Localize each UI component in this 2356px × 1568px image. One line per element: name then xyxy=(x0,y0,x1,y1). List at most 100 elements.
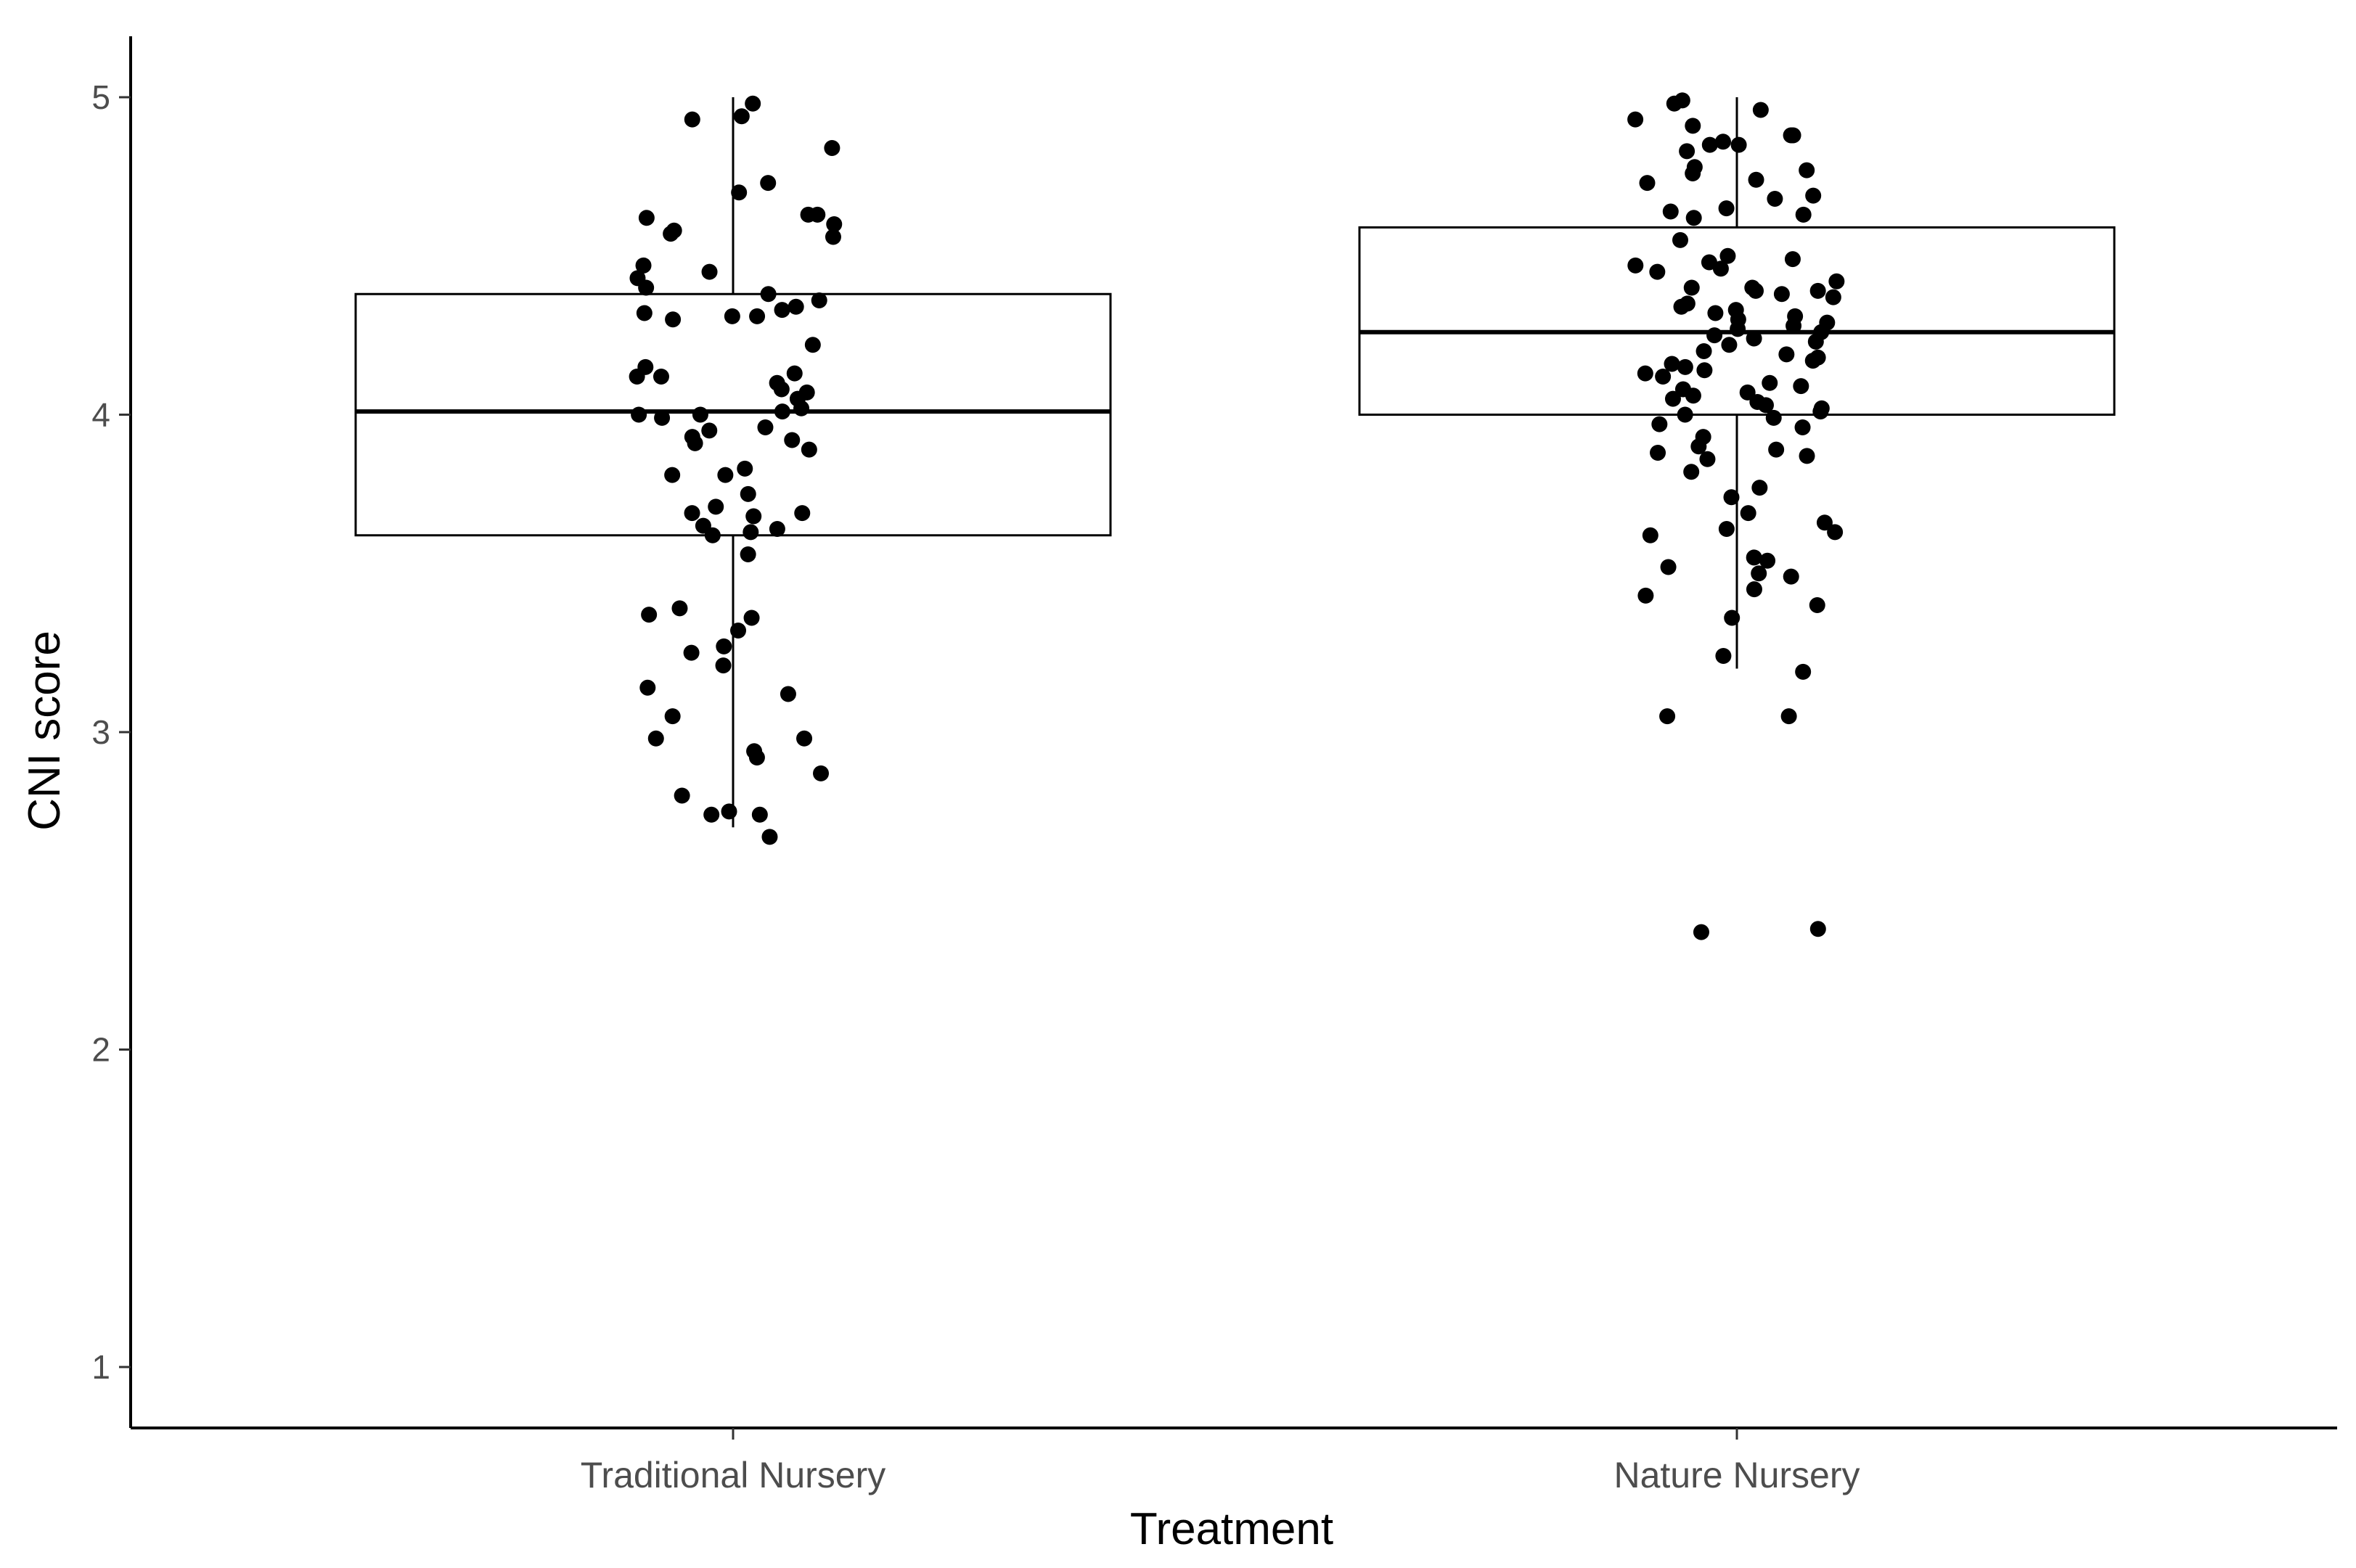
x-axis-title: Treatment xyxy=(1130,1504,1333,1554)
data-point xyxy=(1780,708,1797,725)
data-point xyxy=(824,140,840,156)
data-point xyxy=(1768,441,1785,458)
data-point xyxy=(1812,403,1829,420)
data-point xyxy=(638,279,655,296)
data-point xyxy=(674,787,690,804)
data-point xyxy=(1748,171,1764,188)
data-point xyxy=(1639,175,1656,192)
data-point xyxy=(1751,480,1768,496)
data-point xyxy=(760,286,777,303)
data-point xyxy=(1719,247,1736,264)
data-point xyxy=(761,829,778,845)
data-point xyxy=(1784,251,1801,268)
data-point xyxy=(1783,127,1799,144)
points-group xyxy=(1627,92,1845,940)
data-point xyxy=(1650,445,1666,461)
data-point xyxy=(774,302,790,319)
data-point xyxy=(1809,921,1826,937)
data-point xyxy=(733,108,750,125)
data-point xyxy=(638,210,655,226)
y-tick-label: 1 xyxy=(91,1348,110,1386)
data-point xyxy=(1730,321,1746,337)
data-point xyxy=(1660,559,1677,575)
y-tick-label: 4 xyxy=(91,396,110,434)
data-point xyxy=(1683,464,1700,480)
data-point xyxy=(684,505,700,522)
data-point xyxy=(1718,200,1735,217)
data-point xyxy=(760,175,777,192)
data-point xyxy=(1701,136,1718,153)
data-point xyxy=(1793,378,1809,395)
data-point xyxy=(1718,521,1735,537)
data-point xyxy=(708,498,724,515)
data-point xyxy=(704,527,721,543)
data-point xyxy=(804,337,821,353)
data-point xyxy=(1759,552,1776,569)
data-point xyxy=(1827,524,1844,541)
data-point xyxy=(703,806,720,823)
data-point xyxy=(1816,514,1833,531)
data-point xyxy=(743,524,759,541)
data-point xyxy=(1746,549,1762,566)
data-point xyxy=(786,365,803,382)
data-point xyxy=(1740,505,1756,522)
data-point xyxy=(1672,231,1688,248)
data-point xyxy=(740,485,756,502)
data-point xyxy=(1795,206,1812,223)
data-point xyxy=(721,803,737,820)
data-point xyxy=(1664,390,1681,407)
data-point xyxy=(1809,282,1826,299)
data-point xyxy=(1637,587,1654,604)
data-point xyxy=(1649,263,1666,280)
data-point xyxy=(1706,327,1723,344)
data-point xyxy=(635,257,652,274)
data-point xyxy=(1794,419,1811,435)
data-point xyxy=(1677,358,1693,375)
data-point xyxy=(1712,260,1729,277)
data-point xyxy=(1746,330,1762,347)
data-point xyxy=(1809,597,1825,613)
data-point xyxy=(663,226,679,242)
data-point xyxy=(1730,136,1747,153)
y-axis-title: CNI score xyxy=(20,631,70,831)
data-point xyxy=(1707,305,1724,321)
data-point xyxy=(773,381,790,398)
box-group xyxy=(354,97,1112,828)
data-point xyxy=(780,686,796,702)
data-point xyxy=(745,95,761,112)
data-point xyxy=(1828,273,1845,290)
data-point xyxy=(1767,191,1783,207)
y-tick-label: 3 xyxy=(91,713,110,751)
data-point xyxy=(1679,143,1696,160)
data-point xyxy=(794,505,811,522)
data-point xyxy=(1627,257,1644,274)
data-point xyxy=(784,432,801,448)
data-point xyxy=(796,730,813,747)
data-point xyxy=(1685,210,1702,226)
data-point xyxy=(1751,565,1767,582)
data-point xyxy=(664,467,681,483)
data-point xyxy=(1673,298,1690,315)
data-point xyxy=(1739,384,1756,401)
data-point xyxy=(724,308,740,324)
data-point xyxy=(740,546,756,562)
data-point xyxy=(1799,162,1815,178)
box-group xyxy=(1358,97,2116,669)
data-point xyxy=(687,435,703,451)
data-point xyxy=(757,419,774,435)
data-point xyxy=(1651,416,1668,432)
data-point xyxy=(1783,568,1799,585)
data-point xyxy=(769,521,785,537)
data-point xyxy=(1685,118,1701,134)
data-point xyxy=(1795,663,1812,680)
data-point xyxy=(825,229,841,245)
points-group xyxy=(629,95,843,845)
data-point xyxy=(665,311,682,328)
data-point xyxy=(717,467,734,483)
y-tick-label: 5 xyxy=(91,78,110,116)
data-point xyxy=(1724,609,1741,626)
data-point xyxy=(801,441,817,458)
data-point xyxy=(684,111,700,128)
data-point xyxy=(1765,409,1782,426)
